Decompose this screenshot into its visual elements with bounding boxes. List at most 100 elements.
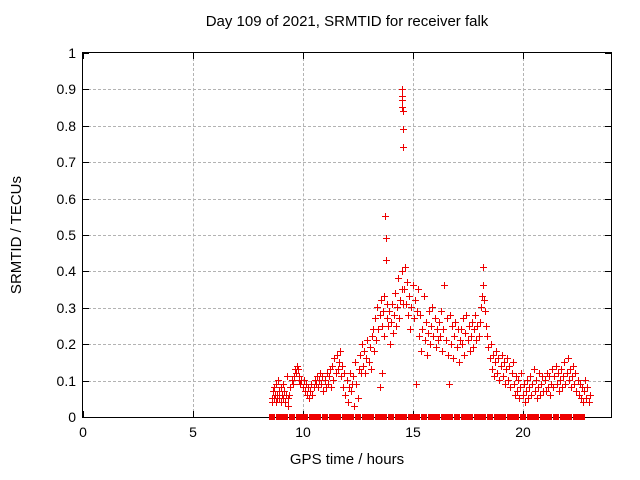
y-axis-tick [83, 381, 89, 382]
data-point-marker [393, 322, 400, 330]
data-point-marker [321, 377, 329, 385]
data-point-marker [302, 380, 310, 388]
y-axis-tick [83, 199, 89, 200]
data-point-marker [427, 340, 435, 348]
data-point-marker [357, 369, 365, 377]
data-point-marker [575, 391, 583, 399]
data-point-marker [561, 358, 569, 366]
data-point-marker [318, 380, 326, 388]
data-point-marker [271, 384, 279, 392]
x-axis-tick [413, 53, 414, 59]
data-point-marker [389, 329, 397, 337]
data-point-marker [437, 333, 444, 341]
data-point-marker [297, 380, 305, 388]
data-point-marker [378, 322, 386, 330]
data-point-marker [550, 384, 558, 392]
data-point-marker [372, 315, 380, 323]
y-tick-label: 0.8 [56, 118, 76, 134]
data-point-marker [571, 380, 579, 388]
data-point-marker [527, 373, 535, 381]
data-point-marker [581, 388, 589, 396]
baseline-marker [513, 414, 520, 420]
data-point-marker [583, 395, 591, 403]
data-point-marker [511, 391, 519, 399]
y-axis-tick [605, 271, 611, 272]
data-point-marker [537, 391, 545, 399]
data-point-marker [500, 358, 508, 366]
data-point-marker [362, 369, 370, 377]
y-axis-tick [83, 344, 89, 345]
plot-area [82, 52, 612, 420]
data-point-marker [466, 347, 474, 355]
data-point-marker [482, 307, 490, 315]
data-point-marker [501, 380, 509, 388]
gridline-vertical [523, 53, 524, 417]
data-point-marker [309, 391, 317, 399]
data-point-marker [438, 307, 446, 315]
baseline-marker [440, 414, 447, 420]
data-point-marker [388, 300, 396, 308]
data-point-marker [439, 347, 447, 355]
data-point-marker [475, 333, 483, 341]
y-axis-tick [605, 162, 611, 163]
data-point-marker [280, 395, 288, 403]
data-point-marker [290, 373, 298, 381]
data-point-marker [479, 264, 487, 272]
data-point-marker [368, 333, 376, 341]
data-point-marker [292, 369, 300, 377]
gridline-vertical [303, 53, 304, 417]
data-point-marker [353, 380, 361, 388]
data-point-marker [332, 369, 340, 377]
data-point-marker [406, 293, 414, 301]
y-axis-tick [83, 162, 89, 163]
y-axis-tick [83, 417, 89, 418]
data-point-marker [516, 395, 524, 403]
data-point-marker [515, 377, 523, 385]
data-point-marker [508, 369, 516, 377]
data-point-marker [400, 286, 408, 294]
chart-title: Day 109 of 2021, SRMTID for receiver fal… [205, 13, 489, 30]
baseline-marker [341, 414, 348, 420]
data-point-marker [490, 373, 498, 381]
baseline-marker [526, 414, 533, 420]
data-point-marker [578, 384, 586, 392]
data-point-marker [554, 369, 562, 377]
data-point-marker [361, 347, 369, 355]
data-point-marker [311, 377, 319, 385]
data-point-marker [300, 377, 308, 385]
data-point-marker [577, 395, 585, 403]
data-point-marker [433, 326, 441, 334]
data-point-marker [558, 366, 565, 374]
data-point-marker [507, 384, 515, 392]
y-tick-label: 0.9 [56, 81, 76, 97]
data-point-marker [364, 337, 372, 345]
data-point-marker [381, 293, 389, 301]
data-point-marker [363, 355, 371, 363]
baseline-marker [355, 414, 361, 420]
y-axis-label: SRMTID / TECUs [7, 175, 25, 295]
data-point-marker [465, 322, 473, 330]
baseline-marker [520, 414, 526, 420]
gridline-horizontal [83, 162, 611, 163]
y-axis-tick [605, 235, 611, 236]
data-point-marker [413, 307, 421, 315]
data-point-marker [563, 369, 571, 377]
x-tick-label: 5 [189, 424, 197, 440]
data-point-marker [411, 297, 419, 305]
gridline-vertical [413, 53, 414, 417]
data-point-marker [395, 275, 403, 283]
data-point-marker [494, 369, 502, 377]
data-point-marker [504, 355, 512, 363]
data-point-marker [432, 344, 440, 352]
baseline-marker [546, 414, 553, 420]
y-tick-label: 1 [68, 45, 76, 61]
data-point-marker [423, 351, 431, 359]
data-point-marker [367, 366, 375, 374]
data-point-marker [408, 304, 416, 312]
baseline-marker [275, 414, 282, 420]
data-point-marker [480, 282, 488, 290]
data-point-marker [530, 366, 538, 374]
data-point-marker [398, 93, 406, 101]
data-point-marker [275, 377, 283, 385]
data-point-marker [339, 362, 347, 370]
